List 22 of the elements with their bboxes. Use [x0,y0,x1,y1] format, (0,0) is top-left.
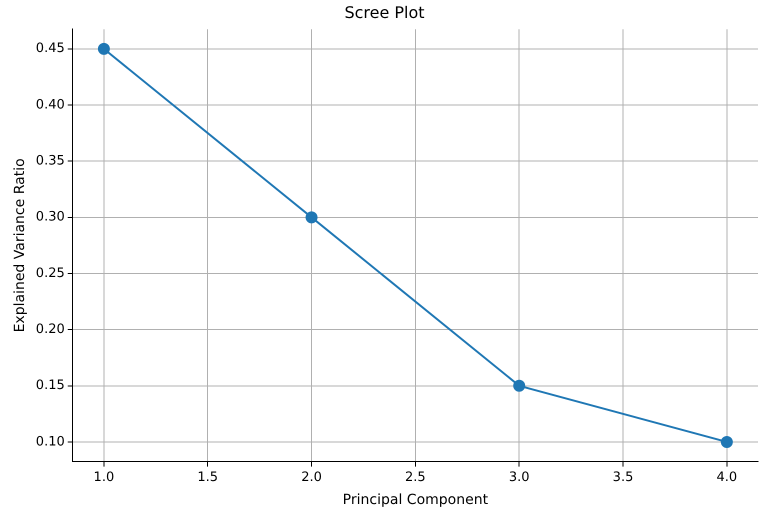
y-axis-title: Explained Variance Ratio [12,158,28,332]
x-tick-label: 3.0 [508,470,530,485]
y-tick-label: 0.35 [36,154,65,169]
point [513,380,526,392]
y-tick-label: 0.30 [36,210,65,225]
x-tick-label: 2.0 [301,470,322,485]
x-tick-label: 1.5 [197,470,218,485]
y-tick-label: 0.40 [36,97,65,112]
point [306,211,318,224]
x-tick-label: 3.5 [612,470,634,485]
y-tick-label: 0.45 [36,41,65,56]
point [98,42,110,55]
x-tick-label: 2.5 [405,470,426,485]
y-tick-label: 0.25 [36,266,65,281]
x-tick-label: 4.0 [716,470,738,485]
point [720,436,733,448]
y-tick-label: 0.15 [36,378,65,394]
x-tick-label: 1.0 [94,470,114,485]
x-axis-title: Principal Component [342,492,489,508]
chart-title: Scree Plot [344,2,425,22]
y-tick-label: 0.10 [36,434,65,450]
y-tick-label: 0.20 [36,322,65,338]
